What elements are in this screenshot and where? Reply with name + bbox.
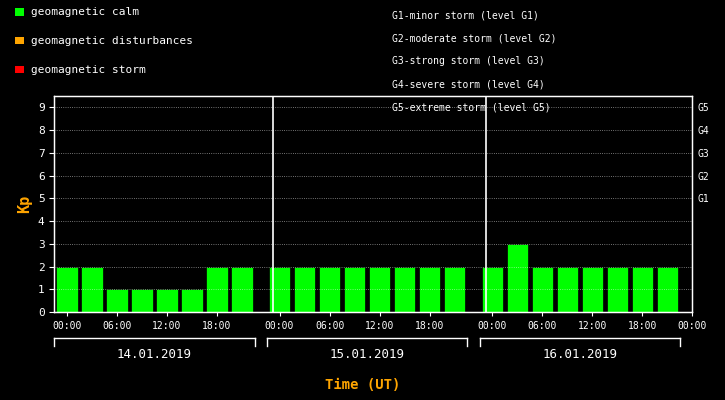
Bar bbox=[207, 266, 228, 312]
Bar bbox=[557, 266, 578, 312]
Bar bbox=[294, 266, 315, 312]
Text: G3-strong storm (level G3): G3-strong storm (level G3) bbox=[392, 56, 544, 66]
Bar bbox=[444, 266, 465, 312]
Bar bbox=[181, 289, 202, 312]
Text: geomagnetic storm: geomagnetic storm bbox=[31, 65, 146, 74]
Bar bbox=[481, 266, 503, 312]
Bar bbox=[531, 266, 553, 312]
Bar bbox=[81, 266, 102, 312]
Text: 16.01.2019: 16.01.2019 bbox=[542, 348, 617, 360]
Text: geomagnetic calm: geomagnetic calm bbox=[31, 7, 139, 17]
Bar bbox=[269, 266, 290, 312]
Bar bbox=[631, 266, 653, 312]
Bar bbox=[131, 289, 152, 312]
Bar bbox=[657, 266, 678, 312]
Bar bbox=[607, 266, 628, 312]
Bar bbox=[369, 266, 390, 312]
Bar bbox=[581, 266, 603, 312]
Y-axis label: Kp: Kp bbox=[17, 195, 33, 213]
Text: Time (UT): Time (UT) bbox=[325, 378, 400, 392]
Bar bbox=[344, 266, 365, 312]
Text: 15.01.2019: 15.01.2019 bbox=[330, 348, 405, 360]
Text: G2-moderate storm (level G2): G2-moderate storm (level G2) bbox=[392, 33, 556, 43]
Text: geomagnetic disturbances: geomagnetic disturbances bbox=[31, 36, 193, 46]
Bar bbox=[507, 244, 528, 312]
Bar bbox=[157, 289, 178, 312]
Bar bbox=[107, 289, 128, 312]
Bar bbox=[57, 266, 78, 312]
Text: G4-severe storm (level G4): G4-severe storm (level G4) bbox=[392, 80, 544, 90]
Text: G5-extreme storm (level G5): G5-extreme storm (level G5) bbox=[392, 103, 550, 113]
Bar bbox=[419, 266, 440, 312]
Bar bbox=[394, 266, 415, 312]
Text: 14.01.2019: 14.01.2019 bbox=[117, 348, 192, 360]
Text: G1-minor storm (level G1): G1-minor storm (level G1) bbox=[392, 10, 539, 20]
Bar bbox=[231, 266, 252, 312]
Bar bbox=[319, 266, 340, 312]
